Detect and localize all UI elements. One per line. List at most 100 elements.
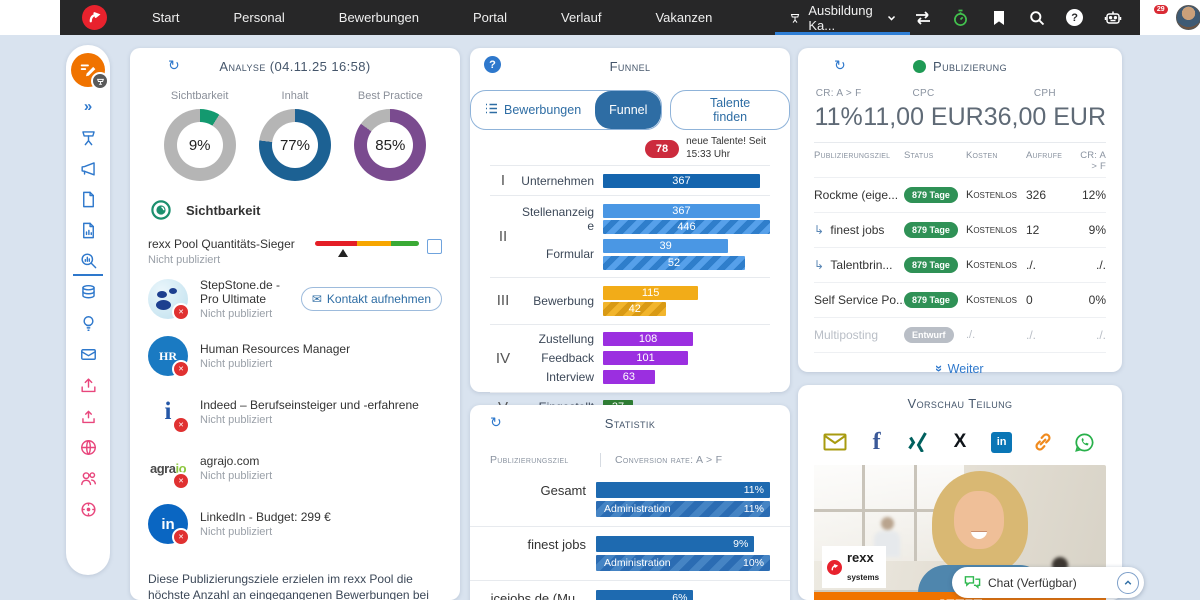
megaphone-icon[interactable] (73, 154, 103, 183)
channel-status: Nicht publiziert (200, 414, 273, 426)
row-cr: 12% (1081, 188, 1106, 202)
channel-row-agrajo[interactable]: agra jo ✕ agrajo.com Nicht publiziert (148, 440, 442, 496)
column-header-aufrufe: Aufrufe (1026, 150, 1063, 161)
quality-meter (315, 237, 419, 257)
vacancy-mini-badge (91, 72, 109, 90)
coins-icon[interactable] (73, 278, 103, 307)
share-tray-icon[interactable] (73, 371, 103, 400)
bar-label: Administration (604, 557, 671, 569)
chat-icon (964, 576, 981, 589)
stopwatch-icon[interactable] (948, 5, 974, 31)
kpi-label: CPH (1033, 88, 1056, 99)
whatsapp-icon[interactable] (1072, 429, 1098, 455)
swap-icon[interactable] (910, 5, 936, 31)
linkedin-icon[interactable]: in (989, 429, 1015, 455)
facebook-icon[interactable]: f (872, 429, 881, 455)
link-icon[interactable] (1030, 429, 1056, 455)
table-row-rockme-eige[interactable]: Rockme (eige... 879 Tage Kostenlos 326 12% (814, 177, 1106, 212)
nav-item-personal[interactable]: Personal (233, 10, 285, 25)
chat-collapse-button[interactable] (1117, 571, 1139, 594)
nav-item-bewerbungen[interactable]: Bewerbungen (338, 10, 420, 25)
refresh-icon[interactable]: ↻ (834, 57, 846, 73)
robot-icon[interactable] (1100, 5, 1126, 31)
funnel-bar: 39 (603, 239, 729, 253)
users-icon[interactable] (73, 464, 103, 493)
nav-item-verlauf[interactable]: Verlauf (560, 10, 602, 25)
funnel-bar: 42 (603, 302, 667, 316)
chat-widget[interactable]: Chat (Verfügbar) (952, 567, 1144, 598)
tab-talente-finden[interactable]: Talente finden (670, 90, 790, 130)
double-chevron-down-icon: » (932, 364, 948, 373)
lightbulb-icon[interactable] (73, 309, 103, 338)
nav-item-start[interactable]: Start (152, 10, 180, 25)
target-icon[interactable] (73, 495, 103, 524)
channel-row-hr[interactable]: HR ✕ Human Resources Manager Nicht publizie… (148, 328, 442, 384)
table-row-multiposting[interactable]: Multiposting Entwurf ./. ./. ./. (814, 317, 1106, 352)
bell-icon[interactable]: 29 (1138, 4, 1168, 31)
document-icon[interactable] (73, 185, 103, 214)
talent-note: neue Talente! Seit 15:33 Uhr (686, 136, 766, 160)
kpi-label: CPC (912, 88, 935, 99)
table-row-finest-jobs[interactable]: ↳ finest jobs 879 Tage Kostenlos 12 9% (814, 212, 1106, 247)
funnel-row-interview: Interview 63 (516, 368, 770, 387)
search-analytics-icon[interactable] (73, 247, 103, 276)
compose-icon[interactable] (71, 53, 109, 90)
globe-icon[interactable] (73, 433, 103, 462)
row-kosten: Kostenlos (966, 224, 1017, 236)
search-icon[interactable] (1024, 5, 1050, 31)
upload-icon[interactable] (73, 402, 103, 431)
row-cr: ./. (1095, 328, 1106, 342)
publizierung-table-header: Publizierungsziel Status Kosten Aufrufe CR: … (814, 142, 1106, 177)
row-cr: 9% (1088, 223, 1106, 237)
x-icon[interactable]: X (953, 431, 967, 452)
funnel-bar: 367 (603, 203, 760, 218)
document-chart-icon[interactable] (73, 216, 103, 245)
help-icon[interactable]: ? (1062, 5, 1088, 31)
sidebar-items (73, 122, 103, 525)
agrajo-logo: agra jo ✕ (148, 448, 190, 490)
email-icon[interactable] (822, 429, 848, 455)
funnel-numeral: I (500, 172, 506, 189)
nav-item-vakanzen[interactable]: Vakanzen (655, 10, 713, 25)
table-row-talentbrin[interactable]: ↳ Talentbrin... 879 Tage Kostenlos ./. ./. (814, 247, 1106, 282)
channel-row-stepstone[interactable]: ✕ StepStone.de - Pro Ultimate Nicht publiz… (148, 270, 442, 328)
tab-funnel[interactable]: Funnel (595, 91, 662, 129)
avatar[interactable] (1176, 5, 1200, 31)
double-chevron-right-icon[interactable]: » (78, 97, 98, 116)
bar-value: 9% (733, 538, 749, 550)
lectern-icon[interactable] (73, 123, 103, 152)
analyse-card: ↻ Analyse (04.11.25 16:58) Sichtbarkeit 9… (130, 48, 460, 600)
channel-status: Nicht publiziert (200, 358, 273, 370)
xing-icon[interactable] (905, 429, 931, 455)
active-vacancy-selector[interactable]: Ausbildung Ka... (775, 0, 910, 35)
list-icon (485, 103, 498, 117)
mail-tray-icon[interactable] (73, 340, 103, 369)
channel-row-linkedin[interactable]: in ✕ LinkedIn - Budget: 299 € Nicht publizi… (148, 496, 442, 552)
bar-value: 11% (743, 503, 764, 515)
funnel-numeral: II (498, 228, 508, 245)
channel-status: Nicht publiziert (200, 526, 273, 538)
refresh-icon[interactable]: ↻ (168, 57, 180, 73)
channel-row-indeed[interactable]: i ✕ Indeed – Berufseinsteiger und -erfahre… (148, 384, 442, 440)
sub-arrow-icon: ↳ (814, 223, 828, 237)
funnel-title: Funnel (609, 59, 651, 74)
bookmark-icon[interactable] (986, 5, 1012, 31)
rexx-logo[interactable] (82, 5, 107, 30)
row-cr: ./. (1095, 258, 1106, 272)
help-icon[interactable]: ? (484, 56, 501, 73)
donut-value: 9% (188, 136, 211, 154)
row-kosten: Kostenlos (966, 259, 1017, 271)
weiter-link[interactable]: » Weiter (814, 352, 1106, 384)
funnel-numeral: III (496, 292, 510, 310)
tab-bewerbungen[interactable]: Bewerbungen (471, 91, 595, 129)
table-row-self-service-po[interactable]: Self Service Po... 879 Tage Kostenlos 0 0% (814, 282, 1106, 317)
nav-item-portal[interactable]: Portal (473, 10, 507, 25)
funnel-label: Interview (545, 370, 594, 384)
section-title: Sichtbarkeit (186, 202, 261, 218)
bar-value: 6% (672, 592, 688, 600)
refresh-icon[interactable]: ↻ (490, 414, 502, 430)
contact-button[interactable]: ✉ Kontakt aufnehmen (300, 287, 442, 311)
publizierung-table: Rockme (eige... 879 Tage Kostenlos 326 12% ↳ … (814, 177, 1106, 352)
quality-checkbox[interactable] (427, 239, 442, 254)
